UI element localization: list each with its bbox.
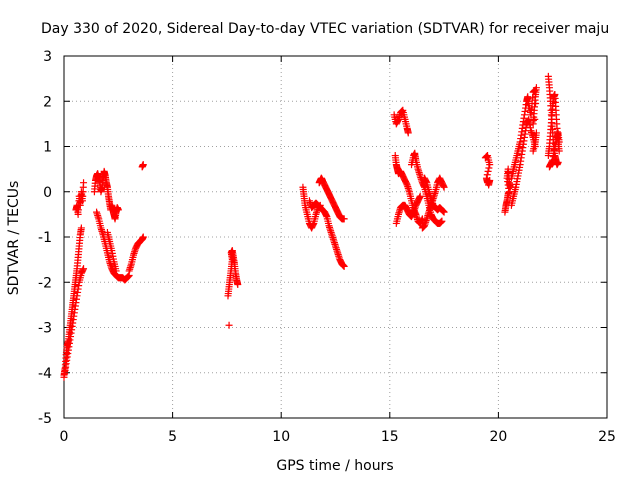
data-point: [340, 262, 348, 270]
y-tick-label: 2: [43, 94, 52, 110]
data-point: [555, 138, 563, 146]
data-point: [114, 206, 122, 214]
y-tick-label: -2: [38, 275, 52, 291]
data-point: [531, 115, 539, 123]
data-point: [532, 84, 540, 92]
x-tick-label: 15: [381, 429, 399, 445]
data-point: [340, 215, 348, 223]
data-point: [440, 183, 448, 191]
x-tick-label: 20: [489, 429, 507, 445]
data-point: [440, 208, 448, 216]
data-point: [139, 233, 147, 241]
y-tick-label: 3: [43, 49, 52, 65]
y-tick-label: 1: [43, 140, 52, 156]
data-points: [60, 72, 563, 381]
data-point: [225, 321, 233, 329]
x-tick-label: 10: [272, 429, 290, 445]
y-tick-label: -1: [38, 230, 52, 246]
y-axis-label: SDTVAR / TECUs: [6, 181, 22, 296]
x-tick-label: 25: [598, 429, 616, 445]
data-point: [112, 267, 120, 275]
data-point: [404, 129, 412, 137]
data-point: [416, 192, 424, 200]
x-tick-label: 0: [60, 429, 69, 445]
data-point: [77, 224, 85, 232]
data-point: [532, 100, 540, 108]
y-tick-label: -5: [38, 411, 52, 427]
data-point: [485, 164, 493, 172]
y-tick-label: 0: [43, 185, 52, 201]
data-point: [485, 181, 493, 189]
data-point: [438, 217, 446, 225]
data-point: [484, 167, 492, 175]
chart-title: Day 330 of 2020, Sidereal Day-to-day VTE…: [41, 21, 609, 37]
x-tick-label: 5: [168, 429, 177, 445]
data-point: [80, 179, 88, 187]
y-tick-label: -4: [38, 366, 52, 382]
axis-ticks: 0 5 10 15 20 25 -5 -4 -3 -2 -1 0 1 2 3: [38, 49, 616, 445]
x-axis-label: GPS time / hours: [276, 458, 393, 474]
data-point: [555, 147, 563, 155]
data-point: [532, 129, 540, 137]
data-point: [234, 281, 242, 289]
y-tick-label: -3: [38, 321, 52, 337]
data-point: [139, 161, 147, 169]
data-point: [80, 265, 88, 273]
data-point: [554, 158, 562, 166]
data-point: [486, 161, 494, 169]
